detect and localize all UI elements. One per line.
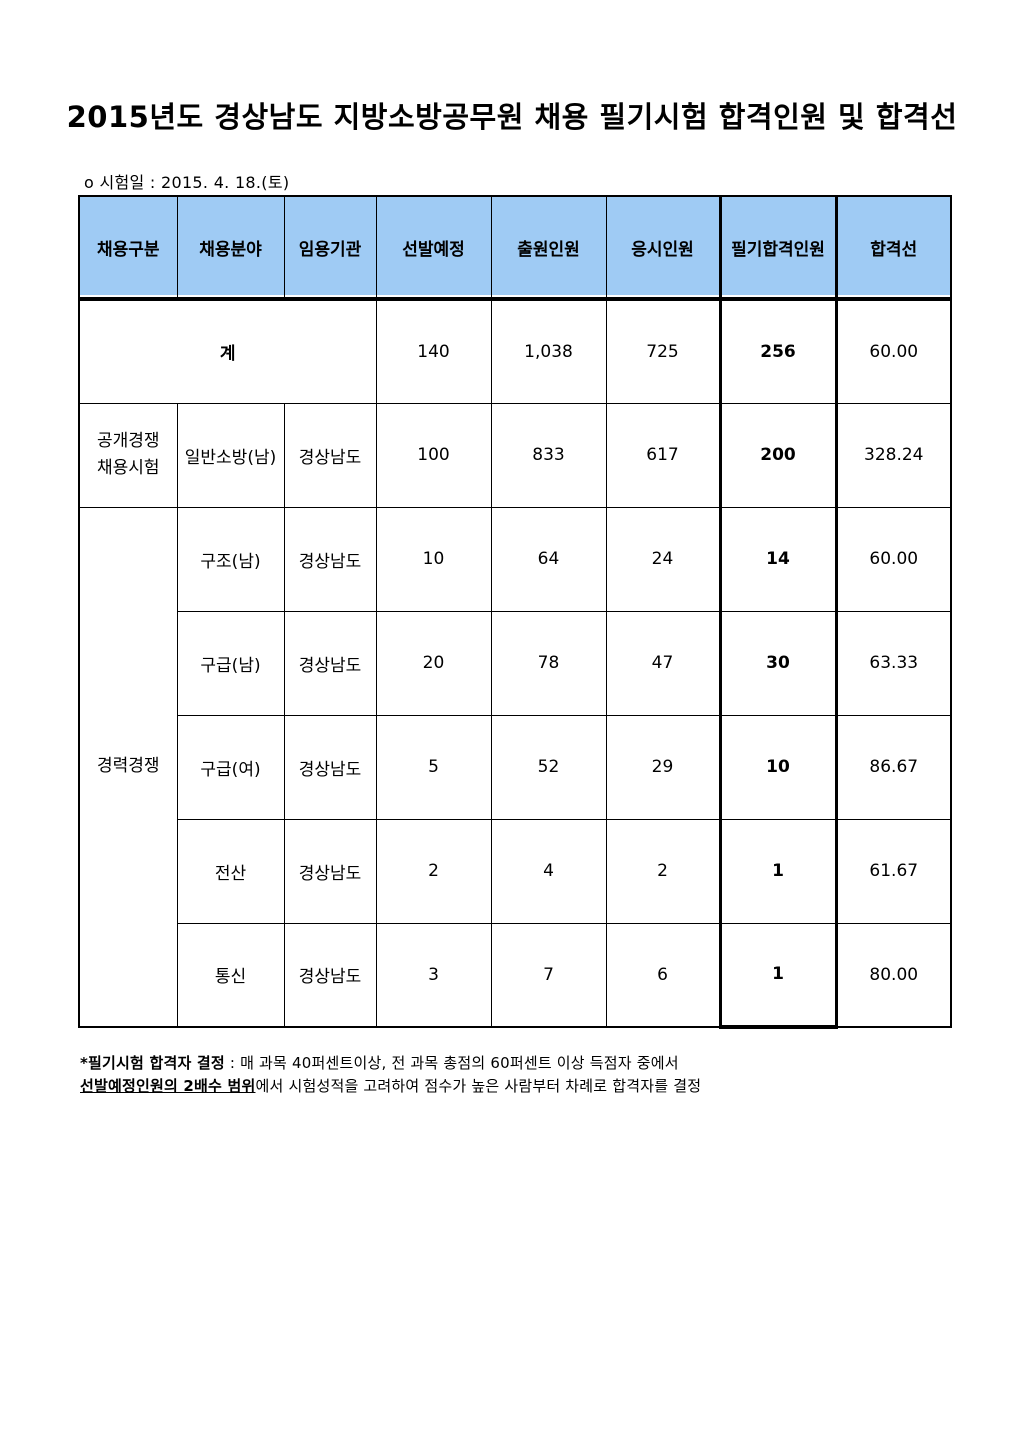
passed-cell: 30	[718, 610, 838, 716]
planned-cell: 2	[375, 818, 492, 924]
applicants-cell: 78	[490, 610, 607, 716]
footnote-line-1: *필기시험 합격자 결정 : 매 과목 40퍼센트이상, 전 과목 총점의 60…	[80, 1052, 701, 1075]
examinees-cell: 29	[605, 714, 721, 820]
planned-cell: 10	[375, 506, 492, 612]
passed-cell: 1	[718, 818, 838, 924]
field-cell: 일반소방(남)	[176, 402, 285, 508]
field-cell: 구조(남)	[176, 506, 285, 612]
passed-cell: 1	[718, 922, 838, 1029]
agency-cell: 경상남도	[283, 818, 377, 924]
cutoff-cell: 63.33	[835, 610, 952, 716]
examinees-cell: 24	[605, 506, 721, 612]
planned-cell: 20	[375, 610, 492, 716]
results-table: 채용구분 채용분야 임용기관 선발예정 출원인원 응시인원 필기합격인원 합격선…	[78, 195, 952, 1029]
total-cutoff-cell: 60.00	[835, 298, 952, 404]
planned-cell: 3	[375, 922, 492, 1028]
category-cell: 공개경쟁 채용시험	[78, 402, 178, 508]
total-planned-cell: 140	[375, 298, 492, 404]
applicants-cell: 4	[490, 818, 607, 924]
table-row-career-ems-f: 구급(여) 경상남도 5 52 29 10 86.67	[79, 714, 952, 820]
examinees-cell: 47	[605, 610, 721, 716]
column-header-applicants: 출원인원	[490, 195, 607, 301]
table-row-career-it: 전산 경상남도 2 4 2 1 61.67	[79, 818, 952, 924]
cutoff-cell: 86.67	[835, 714, 952, 820]
examinees-cell: 617	[605, 402, 721, 508]
agency-cell: 경상남도	[283, 714, 377, 820]
total-examinees-cell: 725	[605, 298, 721, 404]
table-row-career-comms: 통신 경상남도 3 7 6 1 80.00	[79, 922, 952, 1029]
planned-cell: 5	[375, 714, 492, 820]
field-cell: 전산	[176, 818, 285, 924]
footnote-line1-rest: : 매 과목 40퍼센트이상, 전 과목 총점의 60퍼센트 이상 득점자 중에…	[224, 1054, 679, 1072]
column-header-cutoff: 합격선	[835, 195, 952, 301]
total-applicants-cell: 1,038	[490, 298, 607, 404]
field-cell: 구급(남)	[176, 610, 285, 716]
cutoff-cell: 61.67	[835, 818, 952, 924]
category-cell-career: 경력경쟁	[78, 506, 178, 1028]
column-header-planned: 선발예정	[375, 195, 492, 301]
applicants-cell: 64	[490, 506, 607, 612]
column-header-recruit-field: 채용분야	[176, 195, 285, 301]
total-passed-cell: 256	[718, 298, 838, 404]
examinees-cell: 6	[605, 922, 721, 1028]
total-label-cell: 계	[78, 298, 377, 404]
agency-cell: 경상남도	[283, 922, 377, 1028]
table-row-career-ems-m: 구급(남) 경상남도 20 78 47 30 63.33	[79, 610, 952, 716]
exam-date-line: o 시험일 : 2015. 4. 18.(토)	[84, 173, 290, 192]
column-header-written-pass: 필기합격인원	[718, 195, 838, 301]
examinees-cell: 2	[605, 818, 721, 924]
table-row-career-rescue-m: 경력경쟁 구조(남) 경상남도 10 64 24 14 60.00	[78, 506, 952, 1028]
column-header-recruit-type: 채용구분	[78, 195, 178, 301]
passed-cell: 10	[718, 714, 838, 820]
footnote: *필기시험 합격자 결정 : 매 과목 40퍼센트이상, 전 과목 총점의 60…	[80, 1052, 701, 1098]
passed-cell: 200	[718, 402, 838, 508]
page-title: 2015년도 경상남도 지방소방공무원 채용 필기시험 합격인원 및 합격선	[66, 100, 958, 134]
field-cell: 통신	[176, 922, 285, 1028]
column-header-agency: 임용기관	[283, 195, 377, 301]
cutoff-cell: 60.00	[835, 506, 952, 612]
applicants-cell: 7	[490, 922, 607, 1028]
planned-cell: 100	[375, 402, 492, 508]
table-row-total: 계 140 1,038 725 256 60.00	[78, 298, 952, 404]
agency-cell: 경상남도	[283, 402, 377, 508]
cutoff-cell: 80.00	[835, 922, 952, 1028]
cutoff-cell: 328.24	[835, 402, 952, 508]
footnote-line-2: 선발예정인원의 2배수 범위에서 시험성적을 고려하여 점수가 높은 사람부터 …	[80, 1075, 701, 1098]
agency-cell: 경상남도	[283, 506, 377, 612]
applicants-cell: 52	[490, 714, 607, 820]
passed-cell: 14	[718, 506, 838, 612]
column-header-examinees: 응시인원	[605, 195, 721, 301]
agency-cell: 경상남도	[283, 610, 377, 716]
footnote-line2-rest: 에서 시험성적을 고려하여 점수가 높은 사람부터 차례로 합격자를 결정	[255, 1077, 702, 1095]
field-cell: 구급(여)	[176, 714, 285, 820]
applicants-cell: 833	[490, 402, 607, 508]
footnote-line1-bold: *필기시험 합격자 결정	[80, 1054, 225, 1072]
footnote-line2-emphasis: 선발예정인원의 2배수 범위	[80, 1077, 256, 1095]
header-row: 채용구분 채용분야 임용기관 선발예정 출원인원 응시인원 필기합격인원 합격선	[78, 195, 952, 301]
table-row-open-competition: 공개경쟁 채용시험 일반소방(남) 경상남도 100 833 617 200 3…	[78, 402, 952, 508]
